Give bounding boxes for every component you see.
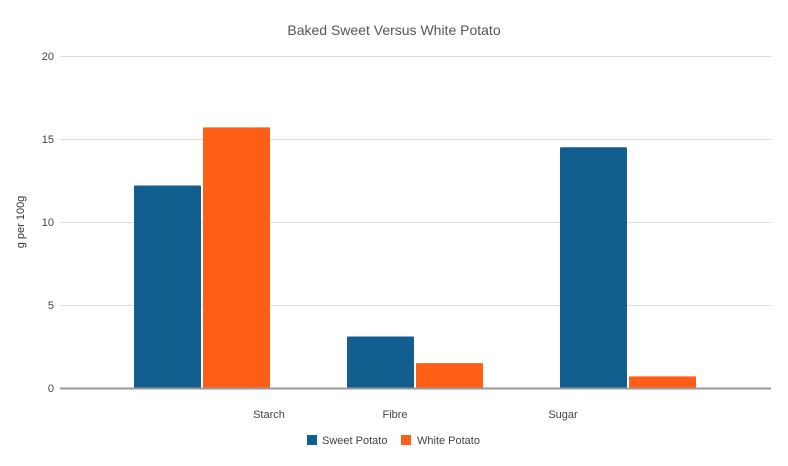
y-tick: 20 xyxy=(42,51,54,63)
bar-fibre-white-potato xyxy=(416,363,483,388)
x-axis-ticks: Starch Fibre Sugar xyxy=(253,409,578,421)
bar-sugar-sweet-potato xyxy=(560,147,627,388)
y-axis-ticks: 0 5 10 15 20 xyxy=(42,51,54,395)
y-tick: 10 xyxy=(42,217,54,229)
bar-starch-sweet-potato xyxy=(134,185,201,388)
bar-sugar-white-potato xyxy=(629,376,696,388)
y-axis-label: g per 100g xyxy=(15,196,27,249)
legend: Sweet Potato White Potato xyxy=(307,435,480,447)
legend-swatch-white-potato xyxy=(401,435,411,445)
y-tick: 15 xyxy=(42,134,54,146)
x-tick-fibre: Fibre xyxy=(382,409,407,421)
legend-label-sweet-potato: Sweet Potato xyxy=(322,435,387,447)
x-tick-sugar: Sugar xyxy=(548,409,578,421)
bar-starch-white-potato xyxy=(203,127,270,388)
y-tick: 5 xyxy=(48,300,54,312)
bars xyxy=(134,127,696,388)
chart-title: Baked Sweet Versus White Potato xyxy=(287,22,500,38)
y-tick: 0 xyxy=(48,383,54,395)
legend-label-white-potato: White Potato xyxy=(417,435,480,447)
x-tick-starch: Starch xyxy=(253,409,285,421)
bar-fibre-sweet-potato xyxy=(347,336,414,388)
legend-swatch-sweet-potato xyxy=(307,435,317,445)
